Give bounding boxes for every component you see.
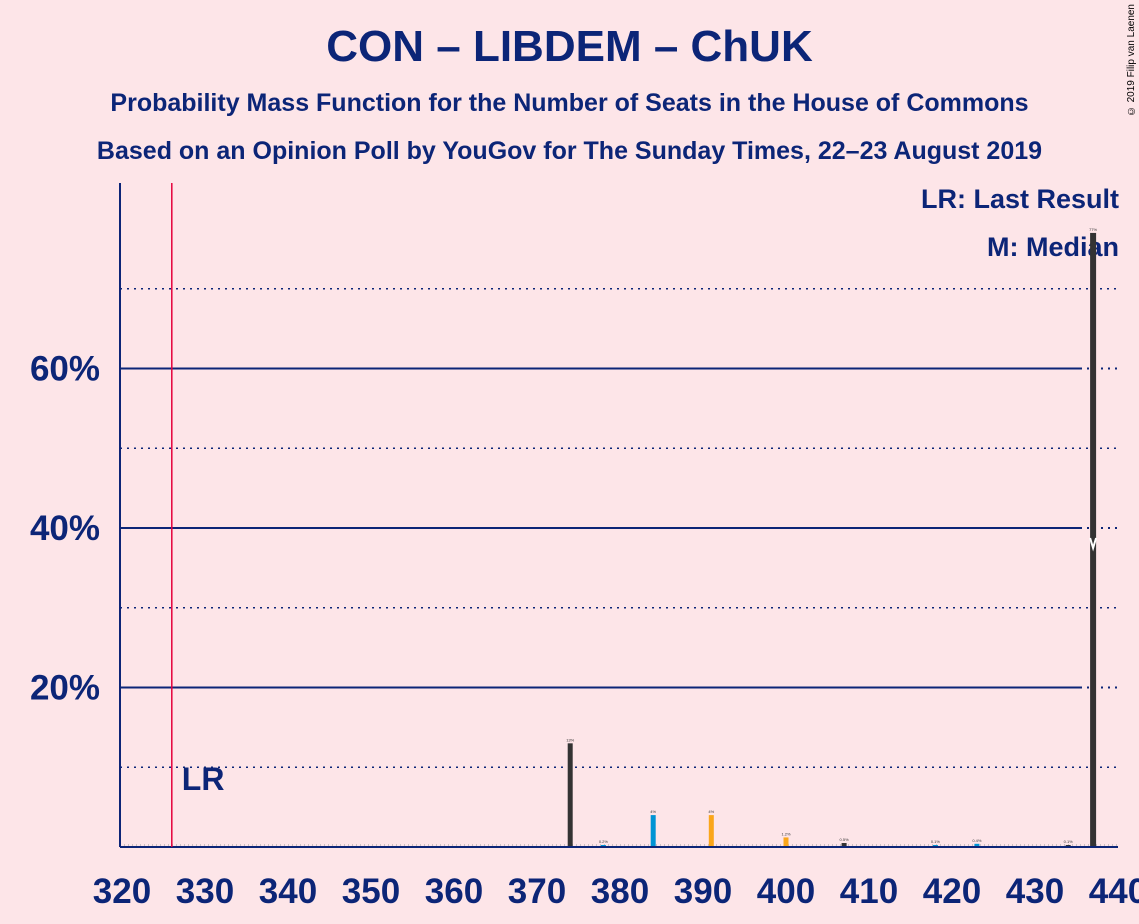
last-result-label: LR [182, 761, 225, 797]
y-tick-label: 60% [30, 350, 100, 389]
bar-label-437: 77% [1089, 227, 1097, 232]
y-tick-label: 40% [30, 509, 100, 548]
x-tick-label: 340 [259, 872, 317, 911]
bar-391 [708, 815, 714, 847]
bar-437 [1090, 232, 1097, 848]
bar-label-434: 0.1% [1064, 839, 1074, 844]
bar-label-418: 0.1% [931, 839, 941, 844]
bar-423 [974, 843, 980, 847]
gridlines [120, 288, 1118, 846]
bar-400 [783, 837, 789, 847]
x-tick-label: 350 [342, 872, 400, 911]
bar-384 [650, 815, 656, 847]
bar-407 [841, 843, 847, 847]
x-tick-label: 440 [1089, 872, 1139, 911]
x-tick-label: 380 [591, 872, 649, 911]
x-tick-label: 360 [425, 872, 483, 911]
bar-series: 13% 0.2% 4% 4% 1.2% 0.5% 0.1% 0.4% 0.1% 77% [566, 227, 1098, 848]
chart-subtitle: Probability Mass Function for the Number… [110, 89, 1029, 117]
y-tick-label: 20% [30, 669, 100, 708]
axes: 20% 40% 60% 320 330 340 350 360 370 380 390 400 410 4… [30, 183, 1139, 911]
markers: LR [171, 183, 1098, 847]
bar-label-384: 4% [650, 809, 656, 814]
x-tick-label: 400 [757, 872, 815, 911]
x-tick-label: 430 [1006, 872, 1064, 911]
legend-last-result: LR: Last Result [920, 184, 1119, 214]
bar-label-423: 0.4% [972, 838, 982, 843]
bar-374 [567, 743, 573, 847]
chart-source: Based on an Opinion Poll by YouGov for T… [96, 137, 1043, 165]
legend-median: M: Median [987, 232, 1119, 262]
x-tick-label: 390 [674, 872, 732, 911]
x-tick-label: 410 [840, 872, 898, 911]
x-tick-label: 370 [508, 872, 566, 911]
x-tick-label: 330 [176, 872, 234, 911]
bar-label-378: 0.2% [599, 839, 609, 844]
bar-label-407: 0.5% [840, 837, 850, 842]
x-tick-label: 320 [93, 872, 151, 911]
median-marker [1089, 537, 1098, 552]
bar-label-374: 13% [566, 737, 574, 742]
bar-label-400: 1.2% [781, 831, 791, 836]
chart-title: CON – LIBDEM – ChUK [326, 22, 813, 71]
x-tick-label: 420 [923, 872, 981, 911]
bar-label-391: 4% [708, 809, 714, 814]
